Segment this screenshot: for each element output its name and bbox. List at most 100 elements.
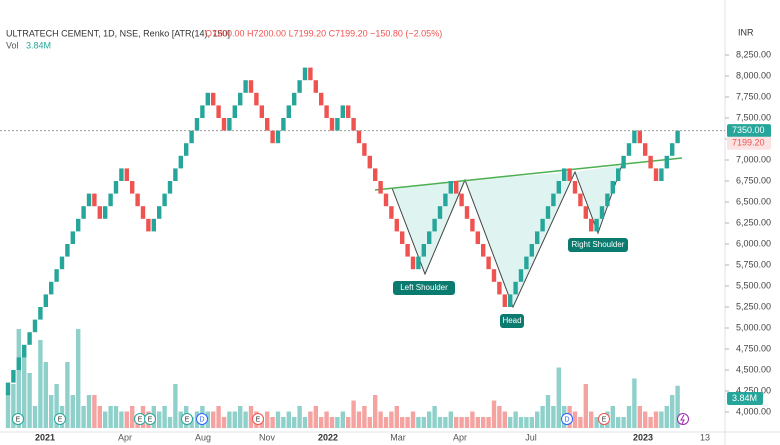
- renko-brick: [146, 218, 151, 232]
- renko-brick: [49, 281, 54, 295]
- x-tick-label: Nov: [259, 432, 276, 442]
- renko-brick: [11, 370, 16, 383]
- renko-brick: [427, 231, 432, 244]
- volume-bar: [513, 411, 518, 428]
- renko-brick: [637, 130, 642, 144]
- event-marker: [598, 413, 610, 425]
- header-symbol: ULTRATECH CEMENT, 1D, NSE, Renko [ATR(14…: [6, 28, 230, 38]
- renko-brick: [308, 67, 313, 81]
- volume-bar: [65, 362, 70, 428]
- renko-brick: [535, 231, 540, 244]
- renko-brick: [545, 206, 551, 219]
- renko-brick: [43, 294, 48, 307]
- renko-brick: [659, 168, 664, 181]
- renko-brick: [454, 181, 459, 194]
- volume-bar: [162, 406, 167, 428]
- y-tick-label: 5,500.00: [736, 280, 771, 290]
- renko-brick: [632, 130, 637, 144]
- renko-brick: [302, 67, 308, 81]
- volume-bar: [221, 417, 227, 428]
- volume-bar: [394, 406, 399, 428]
- volume-bar: [81, 406, 86, 428]
- renko-brick: [184, 143, 189, 156]
- renko-brick: [65, 244, 70, 257]
- volume-bar: [43, 362, 48, 428]
- volume-bar: [340, 411, 345, 428]
- renko-brick: [389, 206, 394, 219]
- volume-bar: [432, 406, 437, 428]
- x-tick-label: 2023: [633, 432, 653, 442]
- volume-bar: [297, 406, 302, 428]
- y-tick-label: 5,250.00: [736, 301, 771, 311]
- volume-bar: [92, 395, 97, 428]
- renko-brick: [313, 80, 318, 93]
- event-label: D: [564, 416, 569, 423]
- x-tick-label: Apr: [118, 432, 132, 442]
- renko-brick: [491, 269, 497, 282]
- volume-bar: [119, 411, 124, 428]
- volume-bar: [324, 411, 329, 428]
- volume-bar: [632, 378, 637, 428]
- x-tick-label: Aug: [195, 432, 211, 442]
- y-tick-label: 8,000.00: [736, 70, 771, 80]
- event-label: D: [199, 416, 204, 423]
- renko-brick: [518, 269, 524, 282]
- renko-brick: [400, 231, 405, 244]
- volume-bar: [270, 417, 275, 428]
- renko-brick: [140, 206, 146, 219]
- volume-bar: [529, 417, 534, 428]
- renko-brick: [335, 118, 340, 131]
- renko-brick: [556, 181, 561, 194]
- renko-brick: [275, 130, 281, 144]
- volume-bar: [378, 411, 383, 428]
- volume-bar: [124, 411, 129, 428]
- renko-brick: [324, 105, 329, 118]
- volume-bar: [540, 406, 545, 428]
- renko-brick: [329, 118, 335, 131]
- y-tick-label: 7,500.00: [736, 112, 771, 122]
- renko-brick: [529, 244, 534, 257]
- event-marker: [54, 413, 66, 425]
- volume-bar: [659, 411, 664, 428]
- annotation-box: [568, 238, 628, 252]
- renko-brick: [319, 92, 324, 106]
- volume-bar: [211, 411, 216, 428]
- volume-bar: [508, 417, 513, 428]
- volume-bar: [329, 417, 335, 428]
- renko-brick: [475, 231, 480, 244]
- volume-bar: [524, 417, 529, 428]
- renko-brick: [135, 193, 140, 207]
- live-price-label: 7199.20: [732, 138, 765, 148]
- renko-brick: [373, 168, 378, 181]
- renko-brick: [205, 92, 210, 106]
- volume-bar: [97, 406, 102, 428]
- renko-brick: [416, 256, 421, 270]
- volume-bar: [535, 411, 540, 428]
- renko-brick: [653, 168, 659, 181]
- annotation-label: Right Shoulder: [572, 240, 625, 249]
- volume-bar: [518, 417, 524, 428]
- renko-brick: [383, 193, 389, 207]
- volume-bar: [335, 417, 340, 428]
- renko-brick: [200, 105, 205, 118]
- renko-brick: [124, 168, 129, 181]
- renko-brick: [92, 193, 97, 207]
- y-tick-label: 6,750.00: [736, 175, 771, 185]
- volume-bar: [502, 411, 507, 428]
- event-marker: [181, 413, 193, 425]
- pattern-line: [391, 164, 623, 309]
- volume-bar: [356, 411, 362, 428]
- volume-bar: [410, 411, 416, 428]
- renko-brick: [270, 130, 275, 144]
- volume-bar: [286, 411, 291, 428]
- renko-brick: [481, 244, 486, 257]
- renko-brick: [508, 294, 513, 307]
- event-label: E: [138, 416, 143, 423]
- volume-bar: [459, 417, 464, 428]
- volume-bar: [238, 406, 243, 428]
- volume-bar: [443, 417, 448, 428]
- volume-bar: [475, 417, 480, 428]
- renko-brick: [178, 155, 183, 169]
- volume-bar: [637, 406, 642, 428]
- y-tick-label: 6,250.00: [736, 217, 771, 227]
